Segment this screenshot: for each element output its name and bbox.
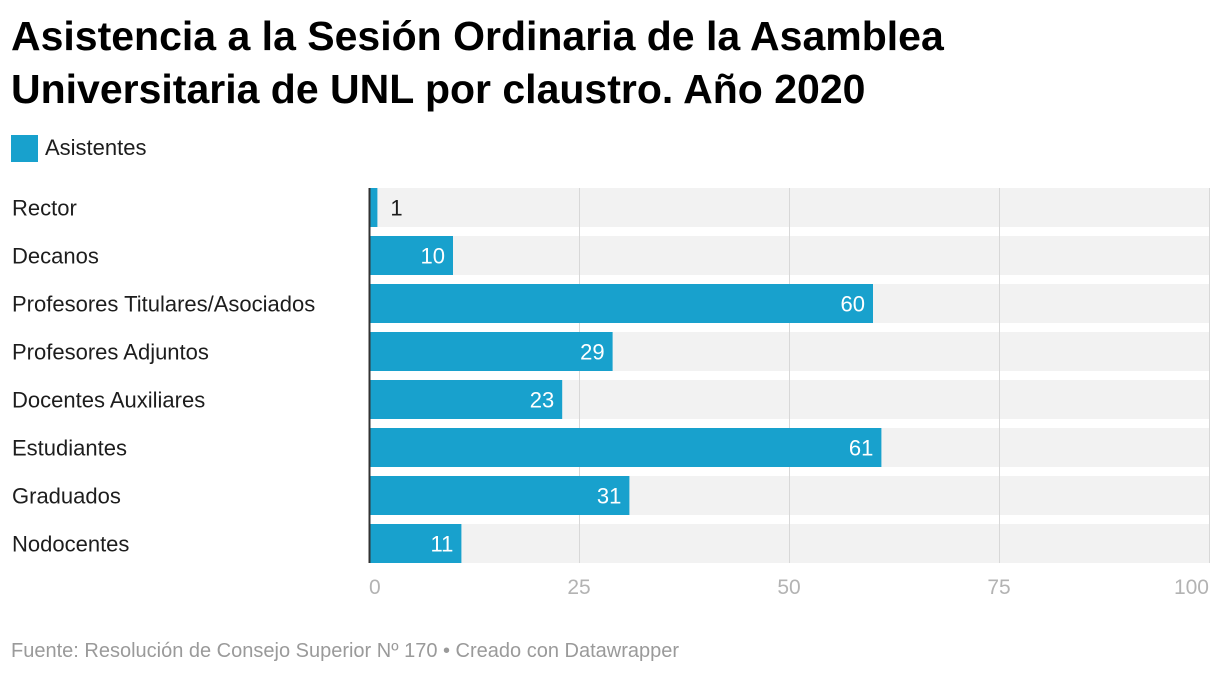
value-label: 11 <box>431 532 454 557</box>
bar <box>369 476 630 515</box>
bar <box>369 524 462 563</box>
bar <box>369 284 873 323</box>
value-label: 10 <box>421 244 445 269</box>
bar <box>369 428 882 467</box>
category-label: Decanos <box>12 244 99 269</box>
x-tick-label: 25 <box>567 576 590 599</box>
bar-chart: Rector 1 Decanos 10 Profesores Titulares/Aso… <box>12 188 1210 599</box>
value-label: 29 <box>580 340 604 365</box>
x-tick-label: 50 <box>777 576 800 599</box>
category-label: Rector <box>12 196 77 221</box>
chart-title: Asistencia a la Sesión Ordinaria de la A… <box>11 13 944 112</box>
chart-footer: Fuente: Resolución de Consejo Superior N… <box>11 640 680 662</box>
value-label: 61 <box>849 436 873 461</box>
category-label: Nodocentes <box>12 532 129 557</box>
category-label: Estudiantes <box>12 436 127 461</box>
category-label: Graduados <box>12 484 121 509</box>
x-tick-label: 75 <box>987 576 1010 599</box>
value-label: 60 <box>841 292 865 317</box>
legend-label-asistentes: Asistentes <box>45 135 147 160</box>
bar <box>369 236 453 275</box>
legend-swatch-asistentes <box>11 134 38 162</box>
value-label: 31 <box>597 484 621 509</box>
bar <box>369 332 613 371</box>
bar <box>369 188 378 227</box>
legend: Asistentes <box>11 134 147 162</box>
x-tick-label: 0 <box>369 576 381 599</box>
x-tick-label: 100 <box>1174 576 1209 599</box>
bar <box>369 380 563 419</box>
category-label: Docentes Auxiliares <box>12 388 205 413</box>
value-label: 1 <box>390 196 402 221</box>
value-label: 23 <box>530 388 554 413</box>
category-label: Profesores Adjuntos <box>12 340 209 365</box>
category-label: Profesores Titulares/Asociados <box>12 292 315 317</box>
